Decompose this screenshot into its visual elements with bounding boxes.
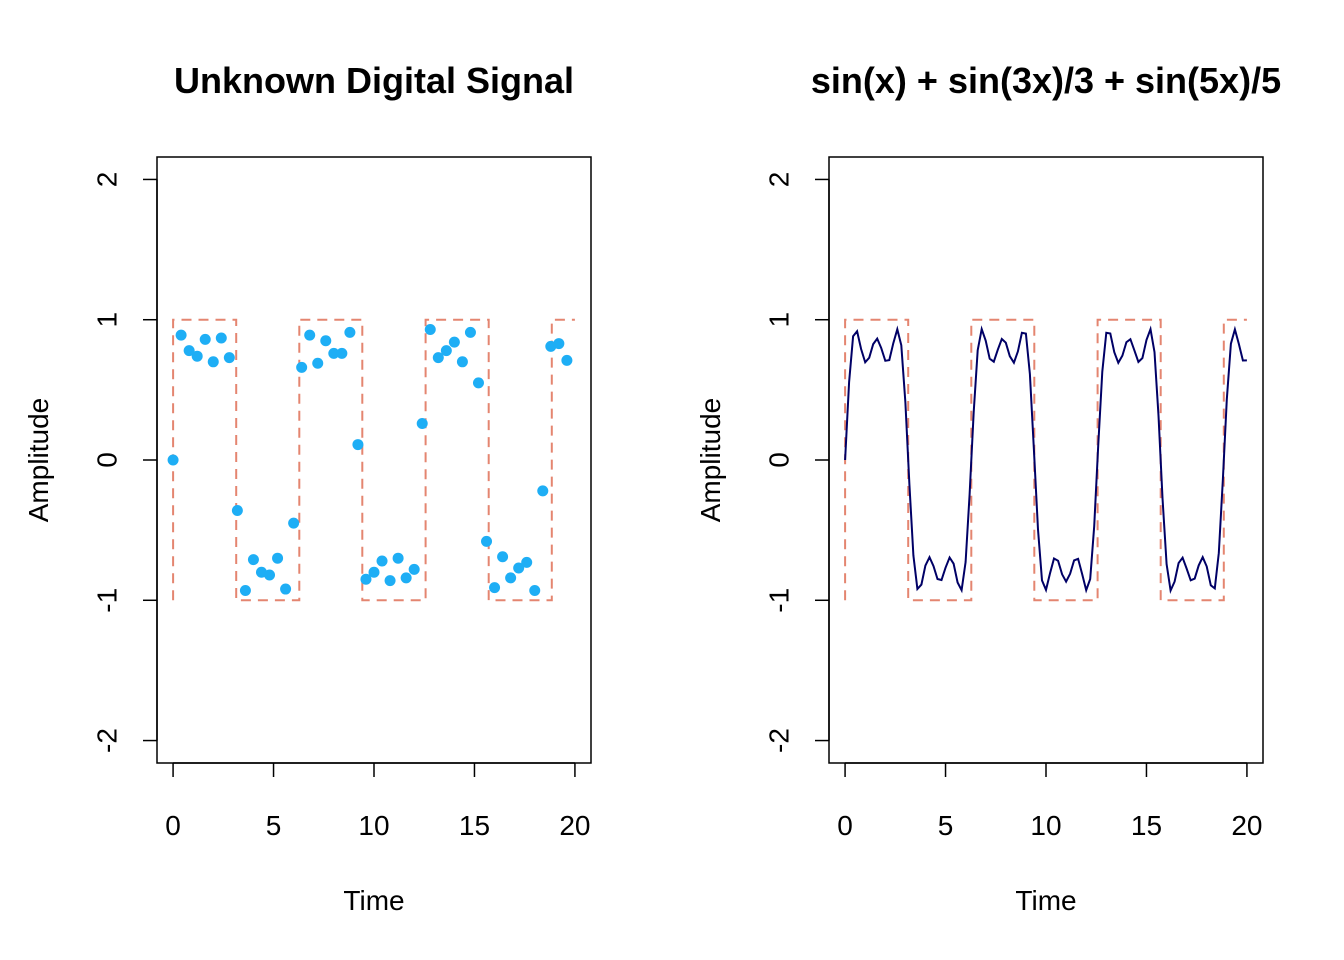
y-tick-label: -1 [763,588,794,613]
data-point [448,336,460,348]
x-tick-label: 5 [938,810,954,841]
data-point [384,575,396,587]
data-point [280,583,292,595]
y-axis: -2 -1 0 1 2 [763,172,830,753]
data-point [432,352,444,364]
data-point [304,329,316,341]
chart-title: Unknown Digital Signal [174,60,574,101]
x-axis-label: Time [343,885,404,916]
data-point [223,352,235,364]
data-point [336,347,348,359]
plot-frame [828,156,1264,764]
data-point [344,326,356,338]
chart-title: sin(x) + sin(3x)/3 + sin(5x)/5 [811,60,1281,101]
y-tick-label: 2 [763,172,794,188]
square-wave-line [172,318,575,602]
data-point [489,582,501,594]
data-point [513,562,525,574]
chart-panel-right: sin(x) + sin(3x)/3 + sin(5x)/5 Time Ampl… [695,60,1281,916]
data-point [456,356,468,368]
data-point [320,335,332,347]
data-point [400,572,412,584]
y-axis: -2 -1 0 1 2 [91,172,158,753]
data-point [521,556,533,568]
data-point [272,552,284,564]
series-layer [844,318,1247,602]
data-point [416,418,428,430]
plot-frame [156,156,592,764]
data-point [288,517,300,529]
data-point [505,572,517,584]
x-axis-label: Time [1015,885,1076,916]
data-point [497,551,509,563]
y-tick-label: -2 [763,728,794,753]
data-point [167,454,179,466]
data-point [392,552,404,564]
x-axis: 0 5 10 15 20 [837,762,1263,841]
x-tick-label: 15 [459,810,490,841]
chart-panel-left: Unknown Digital Signal Time Amplitude 0 5… [23,60,592,916]
data-point [368,566,380,578]
data-point [312,357,324,369]
data-point [537,485,549,497]
data-point [247,554,259,566]
x-tick-label: 10 [358,810,389,841]
data-point [207,356,219,368]
data-point [175,329,187,341]
y-axis-label: Amplitude [23,398,54,523]
data-point [296,361,308,373]
y-tick-label: 1 [763,312,794,328]
data-point [264,569,276,581]
data-point [376,555,388,567]
x-axis: 0 5 10 15 20 [165,762,591,841]
data-point [328,347,340,359]
data-point [183,345,195,357]
series-layer [167,318,575,602]
x-tick-label: 0 [165,810,181,841]
y-tick-label: 0 [91,452,122,468]
fourier-series-line [844,325,1247,595]
y-tick-label: 2 [91,172,122,188]
data-point [561,354,573,366]
data-point [440,345,452,357]
data-point [472,377,484,389]
data-point [424,324,436,336]
square-wave-line [844,318,1247,602]
data-point [481,535,493,547]
x-tick-label: 5 [266,810,282,841]
x-tick-label: 10 [1030,810,1061,841]
y-tick-label: 1 [91,312,122,328]
data-point [360,573,372,585]
data-point [464,326,476,338]
data-point [239,584,251,596]
data-point [215,332,227,344]
y-axis-label: Amplitude [695,398,726,523]
data-point [231,505,243,516]
data-point [553,338,565,350]
y-tick-label: -1 [91,588,122,613]
x-tick-label: 20 [559,810,590,841]
x-tick-label: 0 [837,810,853,841]
x-tick-label: 20 [1231,810,1262,841]
data-point [191,350,203,362]
data-point [408,563,420,575]
x-tick-label: 15 [1131,810,1162,841]
data-point [199,333,211,345]
data-point [529,584,541,596]
y-tick-label: -2 [91,728,122,753]
y-tick-label: 0 [763,452,794,468]
data-point [352,439,364,451]
